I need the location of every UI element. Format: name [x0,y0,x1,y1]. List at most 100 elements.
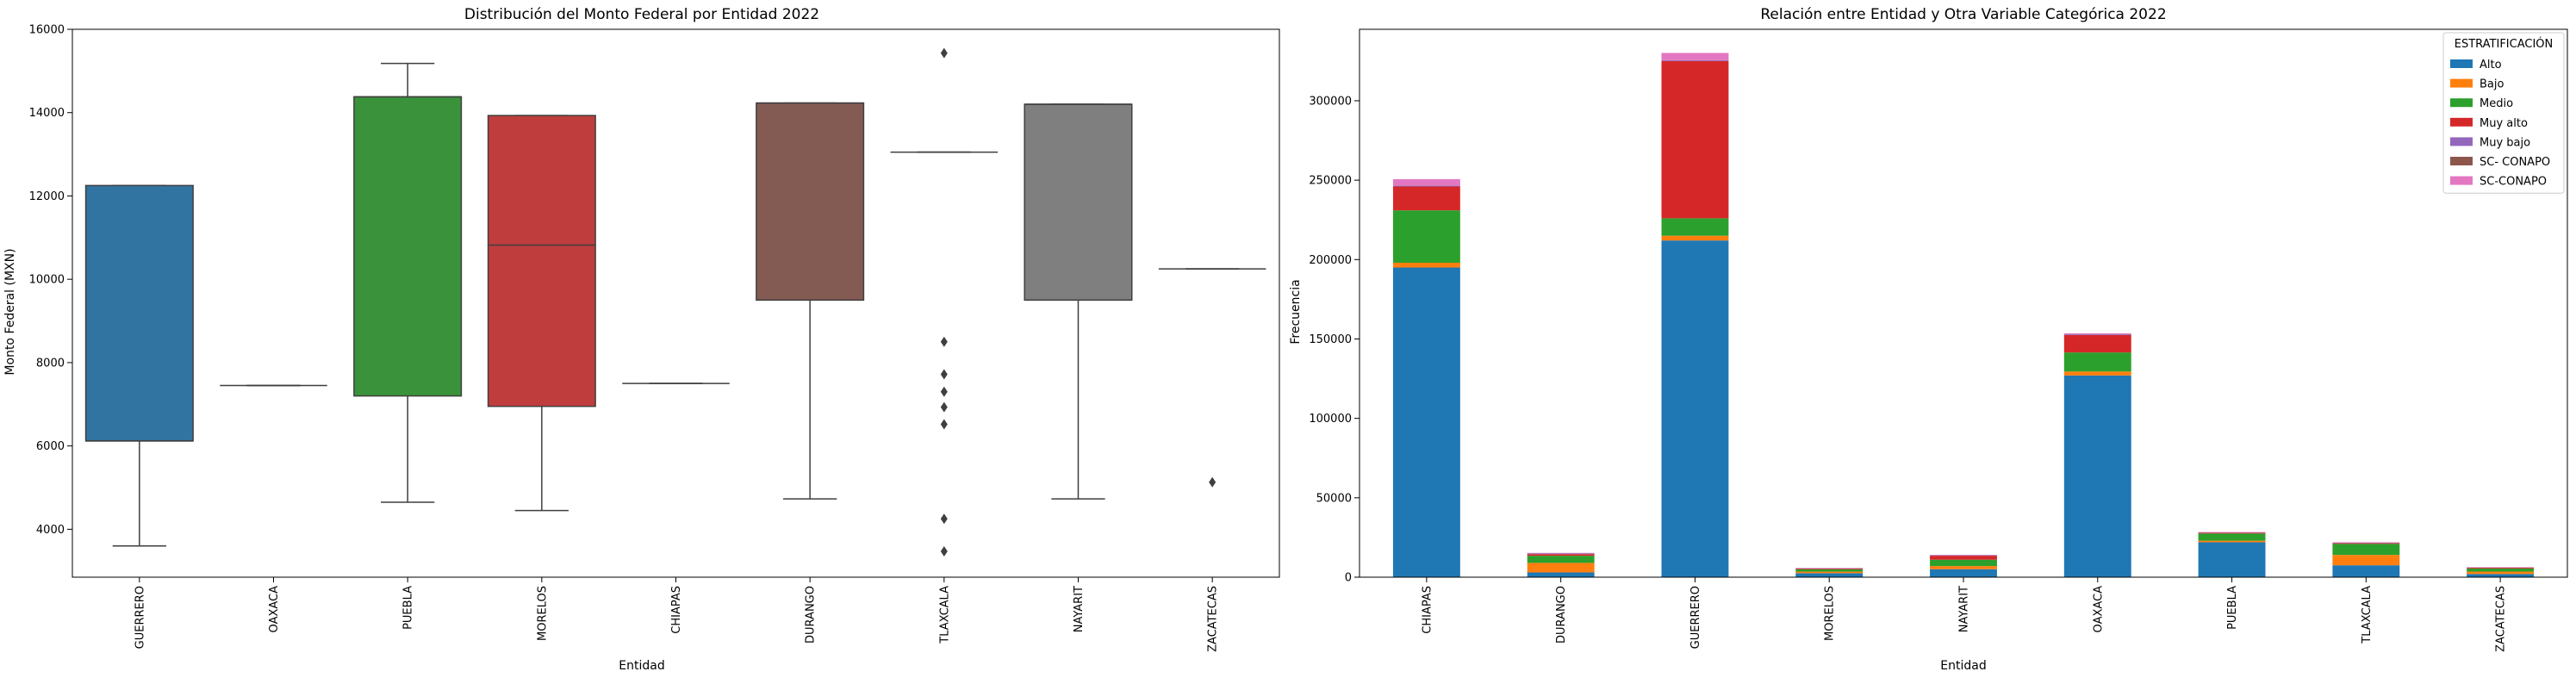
legend-swatch-bajo [2450,79,2473,88]
y-tick-label: 300000 [1309,95,1352,108]
bar-guerrero-muy-bajo [1662,60,1729,61]
bar-zacatecas-bajo [2467,572,2534,575]
y-tick-label: 0 [1345,572,1352,585]
y-tick-label: 16000 [29,24,65,37]
bar-nayarit-muy-alto [1930,556,1997,560]
bar-morelos-bajo [1795,572,1863,574]
bar-tlaxcala-alto [2332,565,2399,577]
bar-puebla-alto [2199,542,2266,577]
y-tick-label: 200000 [1309,254,1352,267]
outlier-point [941,337,948,347]
bar-oaxaca-bajo [2064,371,2131,376]
bar-oaxaca-medio [2064,352,2131,371]
bar-puebla-muy-alto [2199,532,2266,533]
bar-oaxaca-muy-alto [2064,335,2131,352]
bar-guerrero-sc-conapo [1662,53,1729,59]
x-tick-label: DURANGO [805,586,818,644]
bar-tlaxcala-medio [2332,544,2399,555]
bar-oaxaca-sc-conapo [2064,333,2131,334]
legend-label: SC-CONAPO [2480,176,2547,189]
bar-chiapas-muy-alto [1393,187,1460,211]
y-tick-label: 50000 [1316,492,1352,505]
y-tick-label: 150000 [1309,333,1352,346]
box-body [86,185,194,440]
x-tick-label: OAXACA [268,586,281,633]
x-tick-label: TLAXCALA [2361,586,2374,644]
legend-label: Muy alto [2480,117,2528,130]
y-tick-label: 6000 [36,440,65,453]
y-tick-label: 12000 [29,190,65,203]
bar-chart-ylabel: Frecuencia [1289,279,1303,344]
bar-zacatecas-muy-alto [2467,568,2534,569]
outlier-point [1209,477,1216,488]
legend-box [2443,33,2564,193]
legend-label: Muy bajo [2480,136,2530,149]
legend-swatch-medio [2450,98,2473,107]
bar-oaxaca-muy-bajo [2064,334,2131,335]
box-guerrero [86,185,194,545]
box-body [354,96,462,395]
x-tick-label: MORELOS [1824,586,1837,641]
y-tick-label: 10000 [29,274,65,287]
x-tick-label: PUEBLA [2226,586,2239,630]
legend-swatch-muy-alto [2450,118,2473,127]
x-tick-label: TLAXCALA [938,586,951,644]
bar-guerrero-alto [1662,240,1729,577]
bar-zacatecas-alto [2467,574,2534,577]
bar-chart-ticks: 050000100000150000200000250000300000CHIA… [1309,95,2507,651]
box-chart-ylabel: Monto Federal (MXN) [3,248,17,375]
outlier-point [941,513,948,524]
box-nayarit [1024,104,1132,499]
y-tick-label: 8000 [36,357,65,370]
bar-guerrero-muy-alto [1662,61,1729,219]
x-tick-label: DURANGO [1555,586,1568,644]
bar-tlaxcala-muy-alto [2332,543,2399,544]
bar-durango-muy-alto [1528,554,1595,556]
legend-swatch-muy-bajo [2450,137,2473,146]
legend-swatch-sc-conapo [2450,157,2473,165]
x-tick-label: ZACATECAS [2495,586,2508,652]
bar-guerrero-medio [1662,218,1729,235]
legend-label: Medio [2480,97,2513,110]
bar-tlaxcala-bajo [2332,555,2399,565]
box-body [756,103,864,301]
box-body [1024,104,1132,300]
outlier-point [941,48,948,59]
bar-nayarit-medio [1930,560,1997,566]
outlier-point [941,546,948,557]
box-morelos [488,115,596,511]
x-tick-label: MORELOS [536,586,549,641]
x-tick-label: GUERRERO [134,586,146,649]
box-durango [756,103,864,499]
x-tick-label: GUERRERO [1689,586,1702,649]
bar-chiapas-bajo [1393,263,1460,268]
box-zacatecas [1159,269,1266,488]
stacked-bar-chart: Relación entre Entidad y Otra Variable C… [1289,6,2567,673]
bar-tlaxcala-muy-bajo [2332,543,2399,544]
bar-nayarit-muy-bajo [1930,556,1997,557]
box-chart-marks [86,48,1266,557]
legend-label: SC- CONAPO [2480,156,2550,169]
outlier-point [941,369,948,379]
legend-swatch-alto [2450,59,2473,68]
legend-label: Bajo [2480,78,2504,91]
box-chart-xlabel: Entidad [619,659,664,673]
x-tick-label: OAXACA [2092,586,2105,633]
x-tick-label: CHIAPAS [670,586,683,634]
legend-label: Alto [2480,59,2502,72]
bar-puebla-medio [2199,533,2266,540]
y-tick-label: 100000 [1309,413,1352,426]
bar-puebla-bajo [2199,541,2266,543]
bar-morelos-alto [1795,573,1863,577]
legend-swatch-sc-conapo [2450,177,2473,185]
bar-durango-medio [1528,556,1595,563]
box-chart: Distribución del Monto Federal por Entid… [3,6,1279,673]
bar-oaxaca-alto [2064,376,2131,577]
x-tick-label: NAYARIT [1958,586,1971,632]
x-tick-label: CHIAPAS [1421,586,1434,634]
bar-nayarit-alto [1930,569,1997,577]
bar-nayarit-bajo [1930,566,1997,569]
